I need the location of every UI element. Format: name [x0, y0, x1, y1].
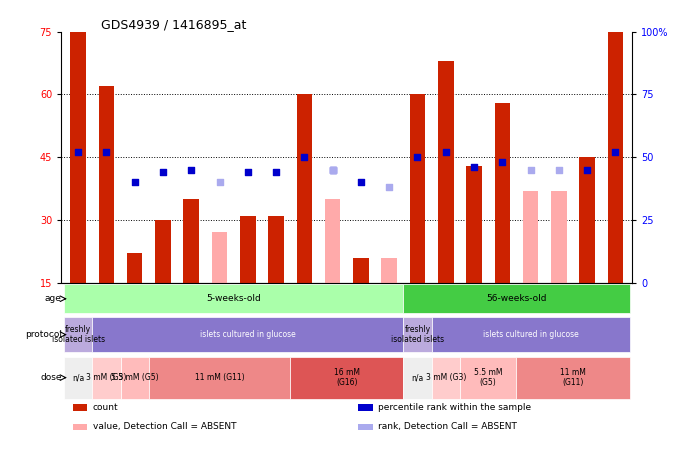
Bar — [381, 258, 397, 283]
Bar — [184, 199, 199, 283]
Point — [554, 166, 564, 173]
Bar — [149, 357, 290, 399]
Bar — [64, 284, 403, 313]
Bar — [517, 357, 630, 399]
Point — [101, 149, 112, 156]
Bar — [523, 191, 539, 283]
Point — [412, 154, 423, 161]
Text: n/a: n/a — [411, 373, 424, 382]
Bar — [325, 199, 341, 283]
Point — [441, 149, 452, 156]
Text: freshly
isolated islets: freshly isolated islets — [52, 325, 105, 344]
Bar — [403, 284, 630, 313]
Bar — [358, 424, 373, 430]
Point — [581, 166, 592, 173]
Text: islets cultured in glucose: islets cultured in glucose — [483, 330, 579, 339]
Text: islets cultured in glucose: islets cultured in glucose — [200, 330, 296, 339]
Bar — [494, 103, 510, 283]
Bar — [460, 357, 517, 399]
Bar — [155, 220, 171, 283]
Text: freshly
isolated islets: freshly isolated islets — [391, 325, 444, 344]
Text: 5.5 mM
(G5): 5.5 mM (G5) — [474, 368, 503, 387]
Bar — [269, 216, 284, 283]
Bar — [99, 86, 114, 283]
Text: protocol: protocol — [24, 330, 62, 339]
Point — [271, 169, 282, 176]
Point — [497, 159, 508, 166]
Point — [73, 149, 84, 156]
Bar — [92, 317, 403, 352]
Bar — [353, 258, 369, 283]
Text: rank, Detection Call = ABSENT: rank, Detection Call = ABSENT — [378, 422, 517, 431]
Bar — [608, 32, 623, 283]
Point — [186, 166, 197, 173]
Bar — [410, 94, 425, 283]
Text: 56-weeks-old: 56-weeks-old — [486, 294, 547, 303]
Point — [525, 166, 536, 173]
Bar — [432, 357, 460, 399]
Bar — [73, 424, 87, 430]
Bar — [432, 317, 630, 352]
Text: 3 mM (G3): 3 mM (G3) — [426, 373, 466, 382]
Text: dose: dose — [40, 373, 62, 382]
Point — [327, 166, 338, 173]
Text: percentile rank within the sample: percentile rank within the sample — [378, 403, 531, 412]
Bar — [296, 94, 312, 283]
Bar — [64, 317, 92, 352]
Bar — [120, 357, 149, 399]
Text: 3 mM (G3): 3 mM (G3) — [86, 373, 126, 382]
Bar — [71, 32, 86, 283]
Point — [327, 166, 338, 173]
Bar — [403, 357, 432, 399]
Bar — [290, 357, 403, 399]
Text: 5-weeks-old: 5-weeks-old — [206, 294, 261, 303]
Point — [610, 149, 621, 156]
Bar — [211, 232, 227, 283]
Text: n/a: n/a — [72, 373, 84, 382]
Bar — [73, 405, 87, 411]
Text: GDS4939 / 1416895_at: GDS4939 / 1416895_at — [101, 18, 247, 30]
Text: value, Detection Call = ABSENT: value, Detection Call = ABSENT — [92, 422, 236, 431]
Point — [214, 178, 225, 186]
Point — [469, 164, 479, 171]
Point — [242, 169, 253, 176]
Text: 16 mM
(G16): 16 mM (G16) — [334, 368, 360, 387]
Bar — [64, 357, 92, 399]
Bar — [551, 191, 566, 283]
Bar — [127, 253, 143, 283]
Bar — [579, 157, 595, 283]
Text: 11 mM (G11): 11 mM (G11) — [194, 373, 244, 382]
Bar — [438, 61, 454, 283]
Text: 11 mM
(G11): 11 mM (G11) — [560, 368, 586, 387]
Point — [356, 178, 367, 186]
Text: 5.5 mM (G5): 5.5 mM (G5) — [111, 373, 158, 382]
Point — [158, 169, 169, 176]
Text: age: age — [45, 294, 62, 303]
Bar — [92, 357, 120, 399]
Bar — [403, 317, 432, 352]
Bar — [240, 216, 256, 283]
Point — [299, 154, 310, 161]
Bar — [466, 165, 482, 283]
Text: count: count — [92, 403, 118, 412]
Bar — [358, 405, 373, 411]
Point — [129, 178, 140, 186]
Point — [384, 183, 394, 191]
